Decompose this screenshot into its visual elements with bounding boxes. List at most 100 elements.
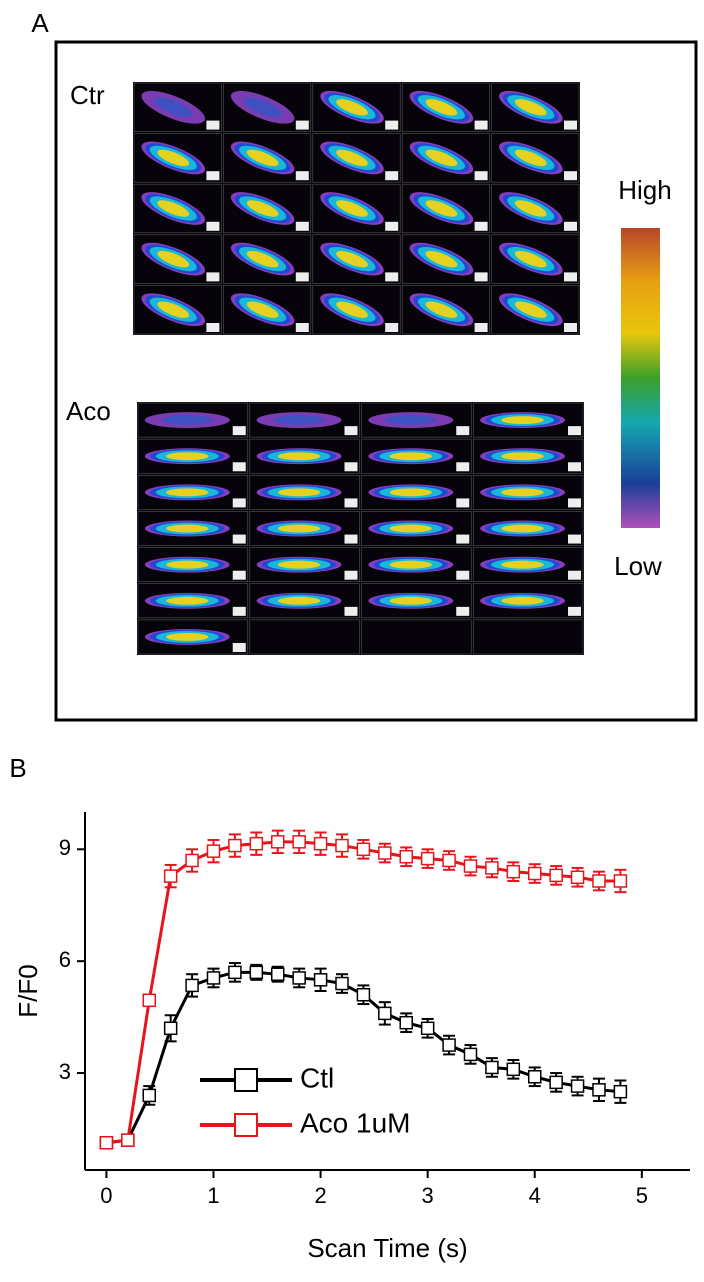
y-tick-label: 3	[59, 1059, 71, 1084]
marker	[463, 859, 478, 873]
cell	[166, 560, 209, 569]
cell	[277, 488, 321, 497]
marker	[399, 850, 413, 864]
cell	[385, 415, 437, 425]
cell-frame	[133, 285, 222, 335]
marker	[228, 838, 242, 853]
cell	[277, 524, 321, 533]
cell	[157, 250, 190, 268]
legend-label: Aco 1uM	[300, 1107, 411, 1138]
frame-number	[295, 120, 309, 130]
cell-frame	[472, 474, 584, 510]
frame-number	[564, 120, 577, 130]
frame-number	[232, 534, 246, 544]
marker	[485, 861, 499, 875]
cell-frame	[361, 619, 472, 655]
cell	[336, 149, 368, 167]
cell	[243, 97, 282, 118]
frame-number	[385, 272, 399, 282]
y-tick-label: 6	[59, 947, 71, 972]
cell	[166, 632, 209, 641]
cell-frame	[491, 285, 580, 335]
frame-number	[474, 272, 488, 282]
cell-frame	[249, 438, 360, 474]
marker	[527, 1070, 542, 1084]
cell-frame	[137, 402, 249, 438]
frame-number	[456, 534, 470, 544]
frame-number	[232, 462, 246, 472]
frame-number	[232, 606, 246, 616]
frame-number	[564, 171, 577, 181]
x-axis-label: Scan Time (s)	[307, 1233, 467, 1263]
cell-frame	[491, 82, 580, 132]
cell	[166, 452, 209, 461]
cell-frame	[472, 583, 584, 619]
marker	[163, 1021, 178, 1036]
frame-number	[456, 426, 470, 436]
frame-number	[206, 120, 220, 130]
frame-number	[568, 426, 581, 436]
cell	[501, 524, 544, 533]
frame-number	[564, 221, 577, 231]
marker	[228, 965, 242, 980]
marker	[142, 1088, 156, 1103]
scale-low: Low	[614, 551, 662, 581]
marker	[335, 838, 349, 853]
y-axis-label: F/F0	[13, 964, 43, 1017]
frame-number	[232, 426, 246, 436]
marker	[570, 1079, 585, 1093]
cell-frame	[133, 183, 222, 234]
cell	[246, 149, 279, 167]
cell	[336, 301, 368, 318]
marker	[463, 1047, 478, 1062]
panel-label: A	[31, 8, 49, 38]
cell-frame	[401, 234, 490, 284]
cell	[166, 524, 209, 533]
cell	[425, 149, 458, 167]
frame-number	[456, 570, 470, 580]
frame-number	[564, 272, 577, 282]
frame-number	[344, 498, 358, 508]
cell-frame	[137, 474, 249, 510]
x-tick-label: 5	[636, 1183, 648, 1208]
marker	[527, 866, 542, 881]
frame-number	[344, 570, 358, 580]
marker	[206, 971, 221, 985]
frame-number	[568, 570, 581, 580]
frame-number	[474, 171, 488, 181]
chart: 0 1 2 3 4 5 3 6 9 Scan Time (s) F/F0 Ctl Aco 1uM	[13, 812, 690, 1263]
frame-number	[232, 498, 246, 508]
cell	[514, 250, 547, 268]
cell-frame	[361, 402, 472, 438]
marker	[163, 869, 178, 883]
frame-number	[295, 221, 309, 231]
frame-number	[385, 323, 399, 332]
legend-marker	[234, 1068, 258, 1092]
cell-frame	[223, 183, 312, 234]
marker	[185, 853, 199, 868]
marker	[206, 844, 221, 858]
marker	[356, 842, 371, 857]
marker	[613, 874, 628, 888]
x-tick-label: 1	[207, 1183, 219, 1208]
frame-number	[568, 606, 581, 616]
marker	[549, 868, 563, 883]
marker	[549, 1075, 563, 1090]
panel-label: B	[9, 753, 26, 783]
cell-frame	[137, 583, 249, 619]
x-tick-label: 2	[314, 1183, 326, 1208]
frame-number	[344, 606, 358, 616]
cell	[273, 415, 325, 425]
marker	[378, 846, 392, 860]
cell-frame	[133, 133, 222, 183]
legend-marker	[234, 1113, 258, 1137]
cell-frame	[223, 234, 312, 284]
x-tick-label: 3	[422, 1183, 434, 1208]
panel-a: A Ctr Aco High Low	[31, 8, 698, 722]
cell	[501, 452, 544, 461]
marker	[335, 976, 349, 991]
marker	[570, 870, 585, 885]
cell-frame	[491, 133, 580, 183]
